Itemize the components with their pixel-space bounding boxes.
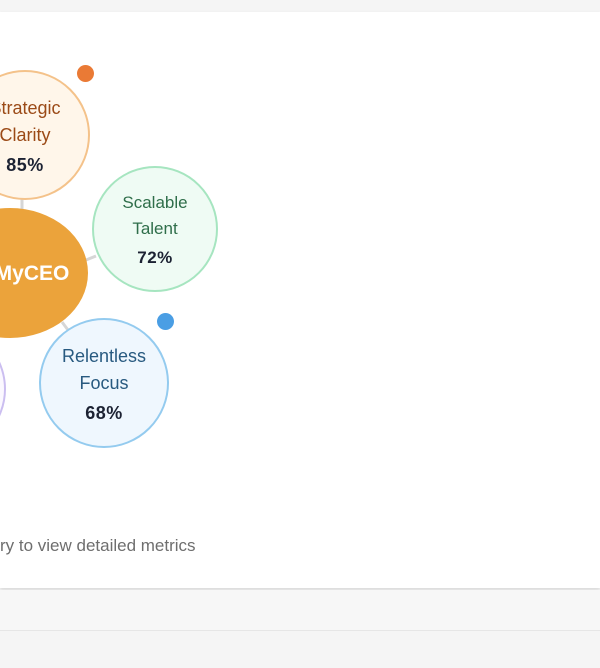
node-percent: 85% <box>6 154 44 175</box>
bottom-strip <box>0 590 600 631</box>
node-label: Relentless Focus <box>61 345 147 393</box>
connector-scalable <box>85 254 97 262</box>
indicator-dot-blue <box>157 313 174 330</box>
top-strip <box>0 0 600 12</box>
node-percent: 72% <box>137 248 173 267</box>
node-percent: 68% <box>85 402 123 423</box>
node-label: Scalable Talent <box>122 193 188 238</box>
diagram-card: Strategic Clarity 85% Scalable Talent 72… <box>0 12 600 588</box>
node-label: Strategic Clarity <box>0 97 61 145</box>
indicator-dot-orange <box>77 65 94 82</box>
hint-text: Click on any category to view detailed m… <box>0 536 196 555</box>
center-label: MyCEO <box>0 261 70 285</box>
category-node-relentless-focus[interactable]: Relentless Focus 68% <box>39 318 169 448</box>
connector-lines <box>20 198 97 331</box>
category-node-scalable-talent[interactable]: Scalable Talent 72% <box>92 166 218 292</box>
